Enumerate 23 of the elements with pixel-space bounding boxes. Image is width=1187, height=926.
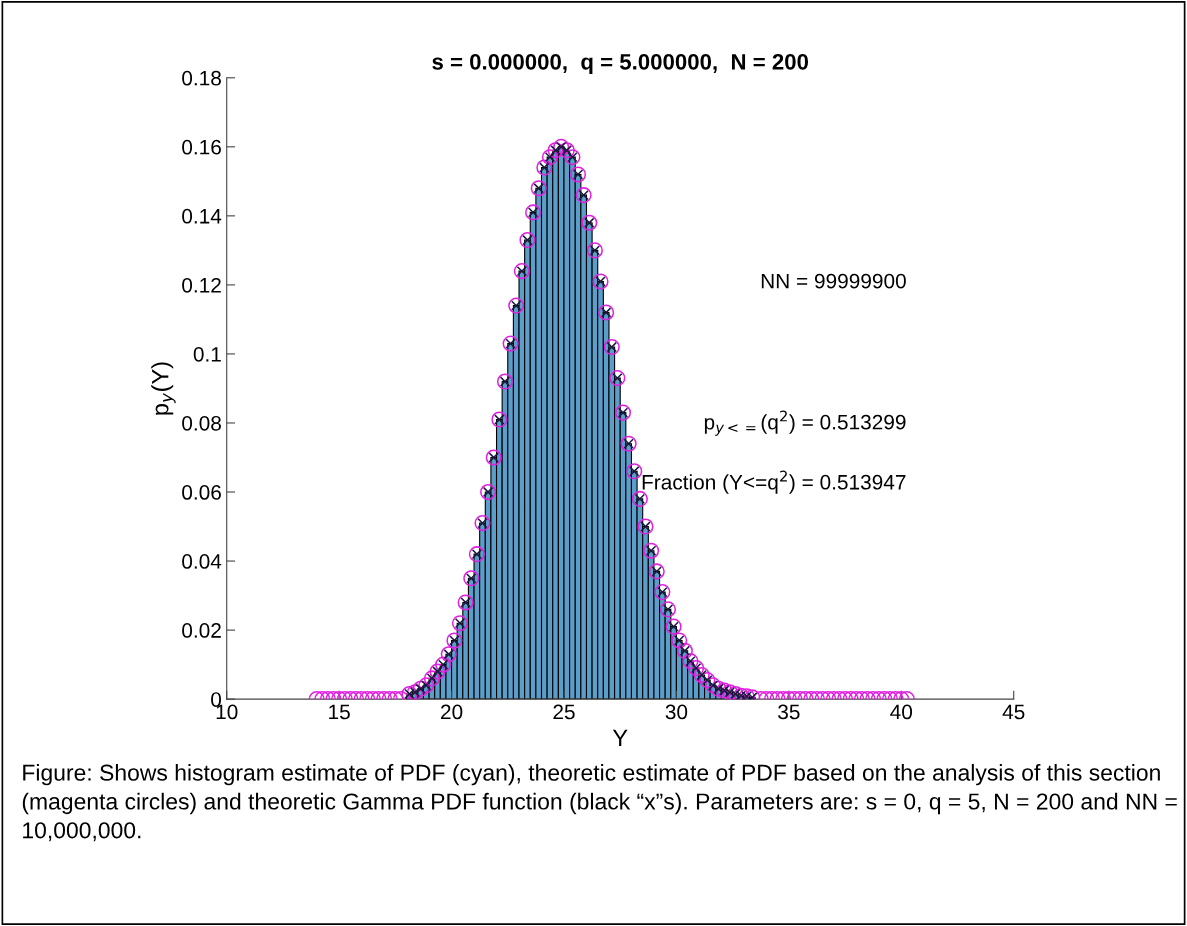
y-tick-label: 0.12: [182, 277, 221, 293]
x-axis-title: Y: [612, 729, 628, 747]
y-tick-label: 0.06: [182, 485, 221, 500]
x-tick-label: 15: [329, 704, 350, 720]
x-tick-label: 45: [1002, 704, 1025, 720]
annotation: NN = 99999900: [761, 273, 906, 289]
y-tick-label: 0.02: [182, 623, 221, 638]
y-tick-label: 0.16: [182, 139, 221, 155]
annotation: Fraction (Y<=q$^{2}$) = 0.513947: [642, 470, 906, 494]
x-tick-label: 20: [441, 704, 463, 720]
chart-title: s = 0.000000, q = 5.000000, N = 200: [432, 53, 809, 75]
x-tick-label: 35: [778, 704, 800, 720]
text: Figure: Shows histogram estimate of PDF (cyan), theoretic estimate of PDF based on the analysis of this section (magenta circles) and theoretic Gamma PDF function (black “x”s). Parameters are: s = 0, q = 5, N = 200 and NN = 10,000,000.: [22, 763, 1177, 842]
x-tick-label: 30: [665, 704, 688, 720]
y-tick-label: 0.1: [193, 346, 221, 362]
y-tick-label: 0.08: [182, 415, 221, 431]
annotation: p$_{y<=}$(q$^{2}$) = 0.513299: [704, 410, 906, 436]
y-tick-label: 0.14: [182, 208, 222, 224]
y-tick-label: 0.18: [182, 70, 221, 86]
y-tick-label: 0.04: [182, 554, 222, 569]
x-tick-label: 25: [553, 704, 575, 720]
x-tick-label: 40: [890, 704, 913, 720]
y-axis-title: p$_{y}$(Y): [151, 362, 176, 415]
